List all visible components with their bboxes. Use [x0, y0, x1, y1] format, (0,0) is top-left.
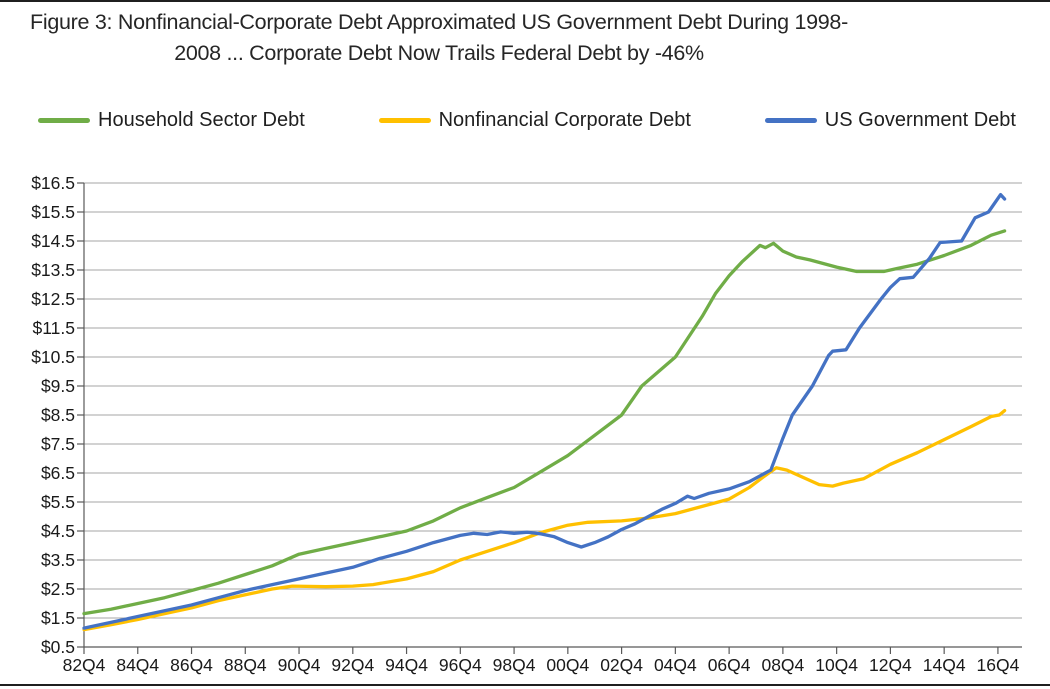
x-tick-label: 92Q4 — [331, 655, 374, 675]
x-tick-label: 02Q4 — [600, 655, 643, 675]
x-tick-label: 94Q4 — [385, 655, 428, 675]
series-lines — [82, 192, 1007, 632]
y-tick-label: $12.5 — [31, 289, 75, 309]
chart-title-line2: 2008 ... Corporate Debt Now Trails Feder… — [174, 41, 704, 65]
y-tick-label: $13.5 — [31, 260, 75, 280]
axes — [77, 182, 1022, 654]
x-tick-label: 00Q4 — [546, 655, 589, 675]
bottom-rule — [0, 684, 1050, 686]
y-tick-label: $2.5 — [41, 579, 75, 599]
legend: Household Sector Debt Nonfinancial Corpo… — [38, 109, 1016, 132]
x-tick-label: 14Q4 — [923, 655, 966, 675]
x-tick-label: 98Q4 — [493, 655, 536, 675]
x-tick-label: 82Q4 — [63, 655, 106, 675]
legend-item-household: Household Sector Debt — [38, 109, 305, 132]
series-line-government — [82, 192, 1007, 630]
legend-item-government: US Government Debt — [764, 109, 1016, 132]
series-line-household — [82, 229, 1007, 616]
x-tick-label: 08Q4 — [761, 655, 804, 675]
x-tick-label: 84Q4 — [116, 655, 159, 675]
legend-swatch-corporate — [378, 118, 431, 123]
chart-title: Figure 3: Nonfinancial-Corporate Debt Ap… — [10, 7, 868, 69]
x-tick-label: 10Q4 — [815, 655, 858, 675]
y-tick-label: $1.5 — [41, 608, 75, 628]
legend-swatch-government — [764, 118, 817, 123]
gridlines — [84, 182, 1022, 619]
chart-title-line1: Figure 3: Nonfinancial-Corporate Debt Ap… — [30, 10, 848, 34]
legend-label-government: US Government Debt — [824, 109, 1016, 131]
y-tick-label: $4.5 — [41, 521, 75, 541]
y-tick-label: $15.5 — [31, 202, 75, 222]
top-rule — [0, 0, 1050, 2]
x-tick-label: 04Q4 — [654, 655, 697, 675]
x-tick-label: 90Q4 — [278, 655, 321, 675]
legend-label-household: Household Sector Debt — [98, 109, 305, 131]
x-tick-label: 86Q4 — [170, 655, 213, 675]
axis-labels: $0.5 $1.5 $2.5 $3.5 $4.5 $5.5 $6.5 $7.5 $8.5 $9.5… — [31, 173, 1019, 675]
x-tick-label: 06Q4 — [708, 655, 751, 675]
x-tick-label: 12Q4 — [869, 655, 912, 675]
legend-item-corporate: Nonfinancial Corporate Debt — [378, 109, 691, 132]
y-tick-label: $11.5 — [33, 318, 76, 338]
x-tick-label: 88Q4 — [224, 655, 267, 675]
y-tick-label: $9.5 — [41, 376, 75, 396]
x-tick-label: 96Q4 — [439, 655, 482, 675]
y-tick-label: $7.5 — [41, 434, 75, 454]
y-tick-label: $0.5 — [41, 637, 75, 657]
y-tick-label: $10.5 — [31, 347, 75, 367]
x-tick-label: 16Q4 — [977, 655, 1020, 675]
y-tick-label: $8.5 — [41, 405, 75, 425]
legend-label-corporate: Nonfinancial Corporate Debt — [438, 109, 691, 131]
legend-swatch-household — [38, 118, 90, 123]
y-tick-label: $5.5 — [41, 492, 75, 512]
y-tick-label: $3.5 — [41, 550, 75, 570]
y-tick-label: $16.5 — [31, 173, 75, 193]
y-tick-label: $14.5 — [31, 231, 75, 251]
series-line-corporate — [82, 408, 1007, 632]
y-tick-label: $6.5 — [41, 463, 75, 483]
